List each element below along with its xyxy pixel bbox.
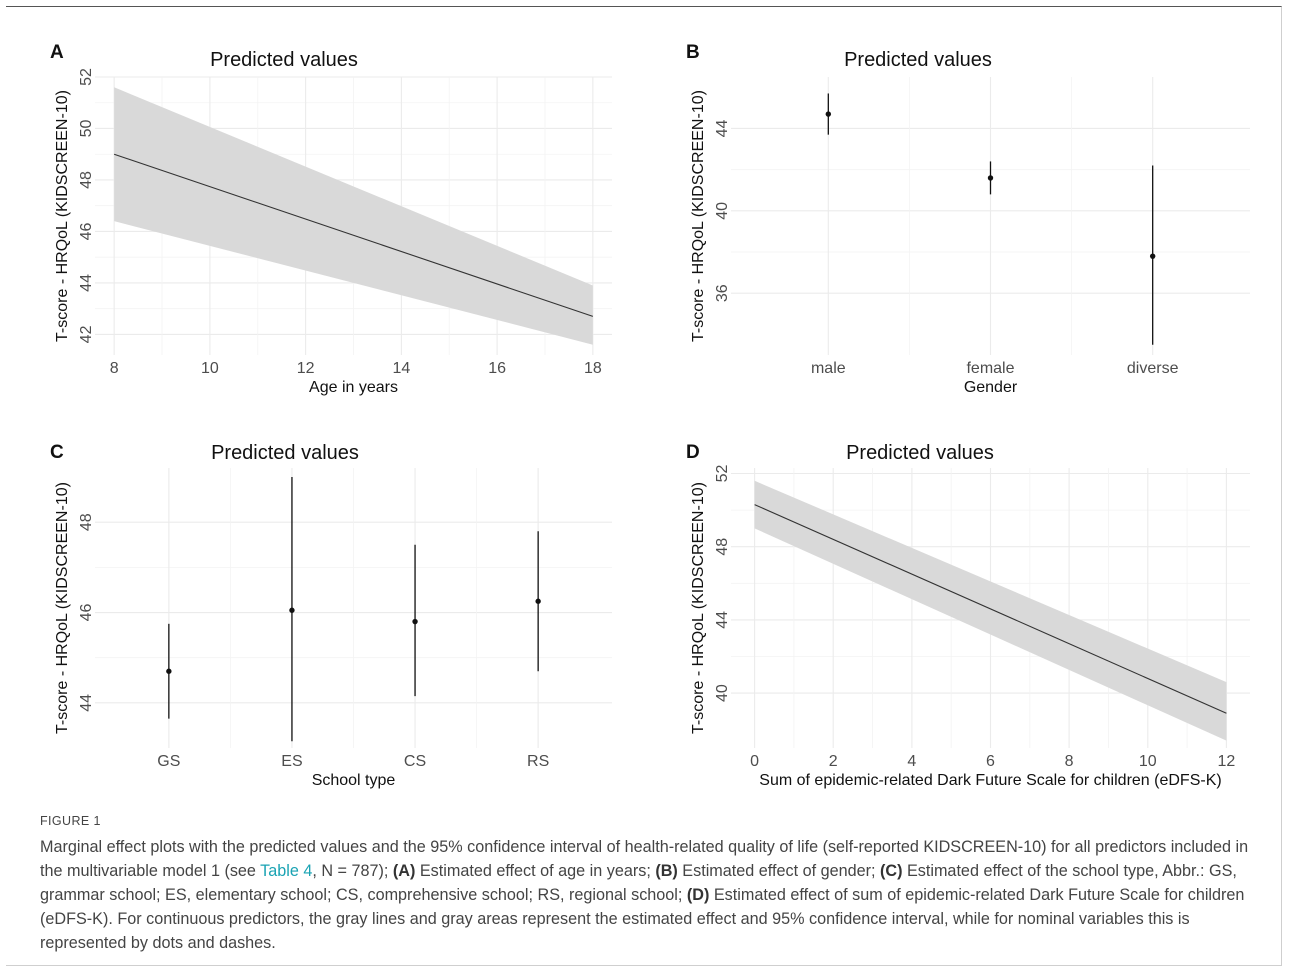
x-tick-label: 14 (392, 360, 410, 377)
y-tick-label: 48 (78, 171, 95, 189)
table-4-link[interactable]: Table 4 (260, 862, 313, 880)
grid (95, 468, 612, 748)
panel-letter: A (50, 42, 64, 63)
y-tick-label: 44 (714, 119, 731, 137)
y-tick-label: 40 (714, 684, 731, 702)
x-axis-title: Gender (964, 379, 1018, 396)
y-tick-label: 48 (714, 538, 731, 556)
x-tick-label: GS (157, 753, 180, 770)
figure-caption: FIGURE 1 Marginal effect plots with the … (40, 814, 1265, 955)
point-estimate (825, 111, 832, 117)
x-tick-label: RS (527, 753, 549, 770)
x-tick-label: 18 (584, 360, 602, 377)
y-axis-title: T-score - HRQoL (KIDSCREEN-10) (54, 90, 71, 342)
x-tick-label: 8 (110, 360, 119, 377)
caption-text: Marginal effect plots with the predicted… (40, 835, 1265, 955)
x-tick-label: 10 (1139, 753, 1157, 770)
x-tick-label: 4 (907, 753, 916, 770)
effect-line (113, 153, 594, 317)
y-axis-title: T-score - HRQoL (KIDSCREEN-10) (690, 90, 707, 342)
y-tick-label: 46 (78, 604, 95, 622)
panel-a: 42 44 46 48 50 52 8 10 12 14 16 18 Age in years T-sco… (50, 42, 612, 396)
x-axis-title: Age in years (309, 379, 398, 396)
caption-d-label: (D) (686, 886, 710, 904)
x-tick-label: 12 (297, 360, 315, 377)
point-estimate (412, 618, 418, 625)
panel-b: 36 40 44 male female diverse Gender T-score - H… (686, 42, 1250, 396)
grid (731, 77, 1250, 355)
x-tick-label: 0 (750, 753, 759, 770)
x-tick-label: CS (404, 753, 426, 770)
caption-n: , N = 787); (312, 862, 393, 880)
x-tick-label: 12 (1218, 753, 1236, 770)
panel-letter: C (50, 442, 64, 463)
point-estimate (987, 175, 994, 181)
y-tick-label: 42 (78, 325, 95, 343)
x-tick-label: 10 (201, 360, 219, 377)
y-axis-title: T-score - HRQoL (KIDSCREEN-10) (690, 482, 707, 734)
caption-intro: Marginal effect plots with the predicted… (40, 838, 1249, 880)
caption-d-text: Estimated effect of sum of epidemic-rela… (40, 886, 1245, 952)
panel-title: Predicted values (846, 442, 994, 464)
y-tick-label: 52 (78, 68, 95, 86)
confidence-ribbon (114, 87, 593, 345)
point-estimate (535, 598, 541, 604)
x-tick-label: ES (281, 753, 302, 770)
caption-c-label: (C) (879, 862, 903, 880)
y-axis-title: T-score - HRQoL (KIDSCREEN-10) (54, 482, 71, 734)
x-axis-title: School type (312, 772, 396, 789)
figure-label: FIGURE 1 (40, 814, 101, 828)
y-tick-label: 44 (78, 274, 95, 292)
confidence-ribbon (754, 480, 1227, 741)
panel-title: Predicted values (210, 49, 358, 71)
y-tick-label: 40 (714, 202, 731, 220)
x-tick-label: female (966, 360, 1014, 377)
y-tick-label: 50 (78, 119, 95, 137)
panel-title: Predicted values (211, 442, 359, 464)
panel-c: 44 46 48 GS ES CS RS School type T-score - HRQoL… (50, 442, 612, 789)
caption-a-text: Estimated effect of age in years; (415, 862, 656, 880)
panel-d: 40 44 48 52 0 2 4 6 8 10 12 Sum of epidemic-related… (686, 442, 1250, 789)
caption-b-label: (B) (655, 862, 678, 880)
caption-b-text: Estimated effect of gender; (677, 862, 880, 880)
y-tick-label: 44 (714, 611, 731, 629)
x-tick-label: 2 (829, 753, 838, 770)
panel-title: Predicted values (844, 49, 992, 71)
point-estimate (1149, 253, 1156, 259)
x-axis-title: Sum of epidemic-related Dark Future Scal… (759, 772, 1221, 789)
panel-letter: B (686, 42, 700, 63)
y-tick-label: 46 (78, 222, 95, 240)
caption-a-label: (A) (392, 862, 416, 880)
x-tick-label: 6 (986, 753, 995, 770)
y-tick-label: 48 (78, 513, 95, 531)
x-tick-label: 16 (488, 360, 506, 377)
x-tick-label: diverse (1127, 360, 1179, 377)
figure-frame (6, 6, 1282, 966)
point-estimate (166, 668, 172, 674)
caption-c-text: Estimated effect of the school type, Abb… (40, 862, 1237, 904)
y-tick-label: 52 (714, 464, 731, 482)
x-tick-label: 8 (1065, 753, 1074, 770)
point-estimate (289, 607, 295, 613)
x-tick-label: male (811, 360, 846, 377)
y-tick-label: 44 (78, 694, 95, 712)
y-tick-label: 36 (714, 284, 731, 302)
panel-letter: D (686, 442, 700, 463)
effect-line (754, 504, 1227, 714)
